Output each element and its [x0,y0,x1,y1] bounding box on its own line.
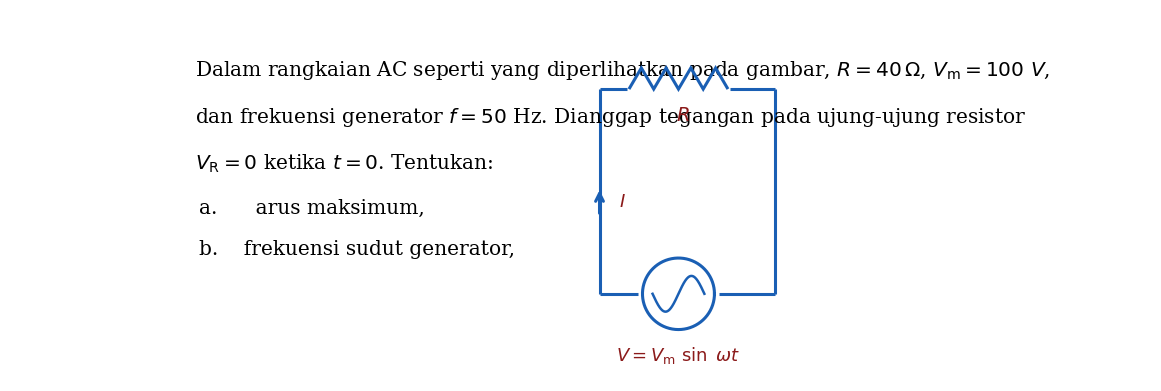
Text: Dalam rangkaian AC seperti yang diperlihatkan pada gambar, $R = 40\,\Omega$, $V_: Dalam rangkaian AC seperti yang diperlih… [195,59,1050,82]
Text: $V = V_{\rm m}\ \sin\ \omega t$: $V = V_{\rm m}\ \sin\ \omega t$ [616,344,741,366]
Text: $V_{\rm R} = 0$ ketika $t = 0$. Tentukan:: $V_{\rm R} = 0$ ketika $t = 0$. Tentukan… [195,152,493,175]
Text: a.      arus maksimum,: a. arus maksimum, [200,199,425,218]
Text: $I$: $I$ [619,193,626,211]
Text: $R$: $R$ [676,107,690,125]
Text: b.    frekuensi sudut generator,: b. frekuensi sudut generator, [200,240,515,259]
Text: dan frekuensi generator $f = 50$ Hz. Dianggap tegangan pada ujung-ujung resistor: dan frekuensi generator $f = 50$ Hz. Dia… [195,106,1026,129]
